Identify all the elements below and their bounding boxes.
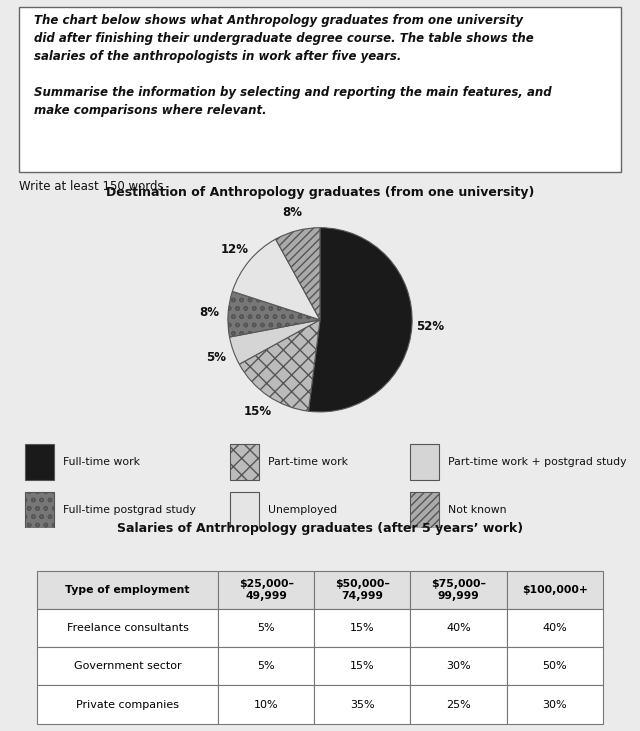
FancyBboxPatch shape xyxy=(19,7,621,172)
Text: 12%: 12% xyxy=(221,243,249,256)
Wedge shape xyxy=(276,228,320,320)
Text: Part-time work + postgrad study: Part-time work + postgrad study xyxy=(448,457,627,467)
Text: 15%: 15% xyxy=(244,405,272,417)
Text: Unemployed: Unemployed xyxy=(268,505,337,515)
Text: Write at least 150 words.: Write at least 150 words. xyxy=(19,180,168,192)
FancyBboxPatch shape xyxy=(25,492,54,529)
FancyBboxPatch shape xyxy=(230,492,259,529)
FancyBboxPatch shape xyxy=(230,444,259,480)
Wedge shape xyxy=(230,320,320,364)
FancyBboxPatch shape xyxy=(410,492,439,529)
Title: Salaries of Antrhropology graduates (after 5 years’ work): Salaries of Antrhropology graduates (aft… xyxy=(117,522,523,535)
Text: 8%: 8% xyxy=(282,206,303,219)
Text: Not known: Not known xyxy=(448,505,507,515)
Wedge shape xyxy=(239,320,320,412)
Text: Full-time work: Full-time work xyxy=(63,457,140,467)
Title: Destination of Anthropology graduates (from one university): Destination of Anthropology graduates (f… xyxy=(106,186,534,200)
FancyBboxPatch shape xyxy=(410,444,439,480)
Text: 8%: 8% xyxy=(200,306,220,319)
Text: Part-time work: Part-time work xyxy=(268,457,348,467)
Text: The chart below shows what Anthropology graduates from one university
did after : The chart below shows what Anthropology … xyxy=(34,14,552,117)
Wedge shape xyxy=(228,292,320,337)
Wedge shape xyxy=(232,239,320,320)
Text: Full-time postgrad study: Full-time postgrad study xyxy=(63,505,196,515)
Text: 5%: 5% xyxy=(206,351,226,364)
Text: 52%: 52% xyxy=(416,320,444,333)
FancyBboxPatch shape xyxy=(25,444,54,480)
Wedge shape xyxy=(308,228,412,412)
